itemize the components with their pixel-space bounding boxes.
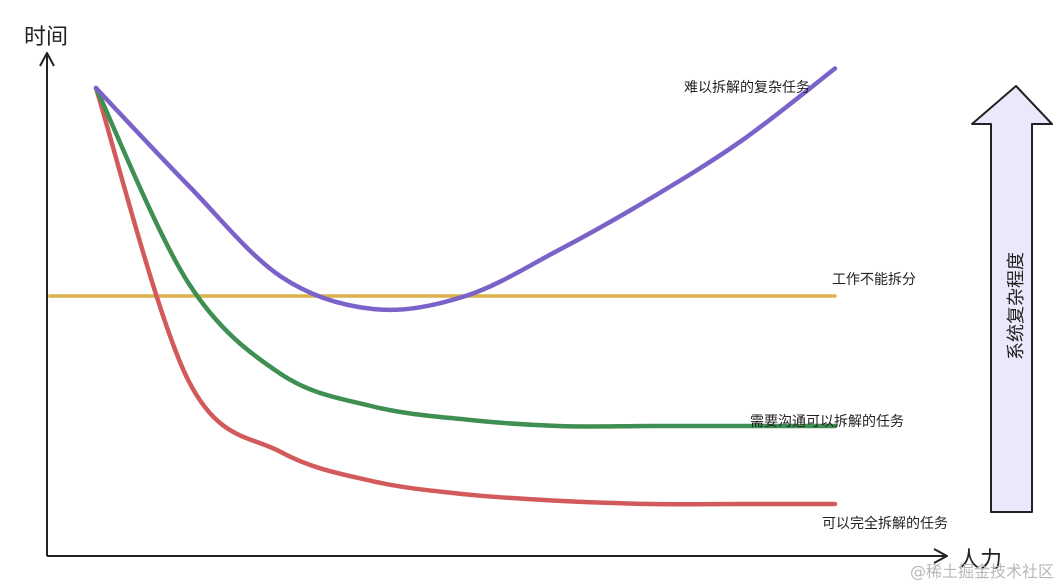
series-line-communication-needed [93,85,838,429]
watermark: @稀土掘金技术社区 [909,562,1054,581]
series-label-complex-task: 难以拆解的复杂任务 [684,79,810,96]
series-line-complex-task [93,66,838,313]
y-axis-arrow-icon [39,52,55,67]
complexity-arrow-icon [971,85,1053,513]
series-label-fully-splittable: 可以完全拆解的任务 [822,515,948,532]
x-axis-label: 人力 [958,548,1002,573]
series-label-communication-needed: 需要沟通可以拆解的任务 [750,414,904,430]
complexity-arrow-label: 系统复杂程度 [1006,252,1027,360]
series-line-fully-splittable [93,85,838,507]
y-axis-label: 时间 [24,25,68,50]
series-label-no-split: 工作不能拆分 [832,272,916,288]
x-axis-arrow-icon [933,548,948,564]
